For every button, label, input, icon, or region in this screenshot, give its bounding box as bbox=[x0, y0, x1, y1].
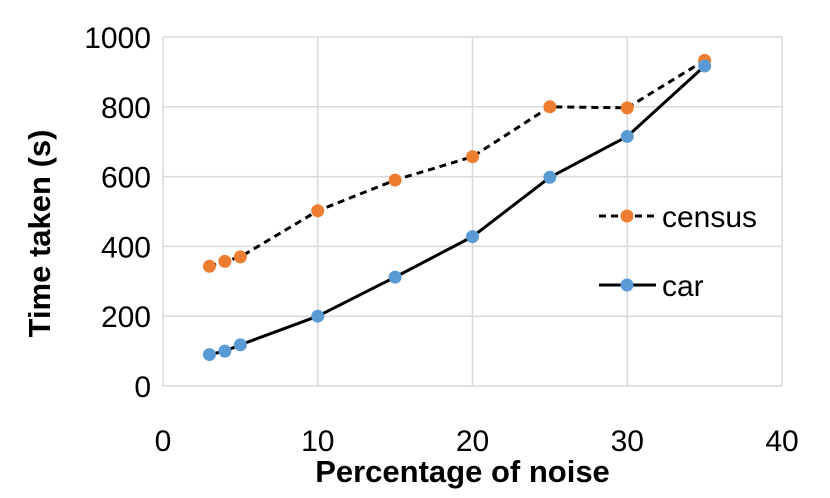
legend-marker-car bbox=[620, 278, 634, 292]
y-tick-label-2: 400 bbox=[101, 231, 151, 264]
car-point-6 bbox=[543, 170, 557, 184]
x-tick-label-2: 20 bbox=[456, 425, 489, 458]
car-point-0 bbox=[202, 348, 216, 362]
legend-item-census: census bbox=[599, 201, 757, 234]
legend-label-car: car bbox=[662, 270, 704, 303]
car-point-3 bbox=[311, 309, 325, 323]
x-tick-label-0: 0 bbox=[155, 425, 172, 458]
census-point-5 bbox=[466, 150, 479, 164]
y-tick-label-0: 0 bbox=[134, 371, 151, 404]
legend-label-census: census bbox=[662, 201, 757, 234]
series-layer bbox=[202, 53, 712, 362]
car-point-8 bbox=[698, 59, 712, 73]
car-point-2 bbox=[233, 338, 247, 352]
car-point-7 bbox=[620, 129, 634, 143]
car-point-4 bbox=[388, 270, 402, 284]
legend-marker-census bbox=[620, 209, 634, 223]
y-axis-title: Time taken (s) bbox=[22, 130, 57, 338]
car-point-5 bbox=[466, 230, 479, 244]
census-point-3 bbox=[311, 204, 325, 218]
x-tick-label-4: 40 bbox=[765, 425, 798, 458]
census-line bbox=[208, 59, 706, 268]
legend-item-car: car bbox=[599, 270, 704, 303]
series-census bbox=[202, 53, 712, 273]
legend: census car bbox=[599, 201, 757, 303]
census-point-4 bbox=[388, 173, 402, 187]
series-car bbox=[202, 59, 712, 362]
y-tick-label-5: 1000 bbox=[84, 22, 151, 55]
y-tick-label-3: 600 bbox=[101, 162, 151, 195]
census-point-6 bbox=[543, 100, 557, 114]
y-tick-label-1: 200 bbox=[101, 301, 151, 334]
x-axis-title: Percentage of noise bbox=[315, 454, 610, 489]
census-point-1 bbox=[218, 254, 232, 268]
census-point-2 bbox=[233, 250, 247, 264]
census-point-7 bbox=[620, 101, 634, 115]
x-tick-label-3: 30 bbox=[611, 425, 644, 458]
car-point-1 bbox=[218, 344, 232, 358]
y-axis-tick-labels: 0 200 400 600 800 1000 bbox=[84, 22, 151, 404]
x-tick-label-1: 10 bbox=[301, 425, 334, 458]
grid bbox=[162, 36, 783, 387]
x-axis-tick-labels: 0 10 20 30 40 bbox=[155, 425, 799, 458]
census-point-0 bbox=[202, 259, 216, 273]
y-tick-label-4: 800 bbox=[101, 92, 151, 125]
